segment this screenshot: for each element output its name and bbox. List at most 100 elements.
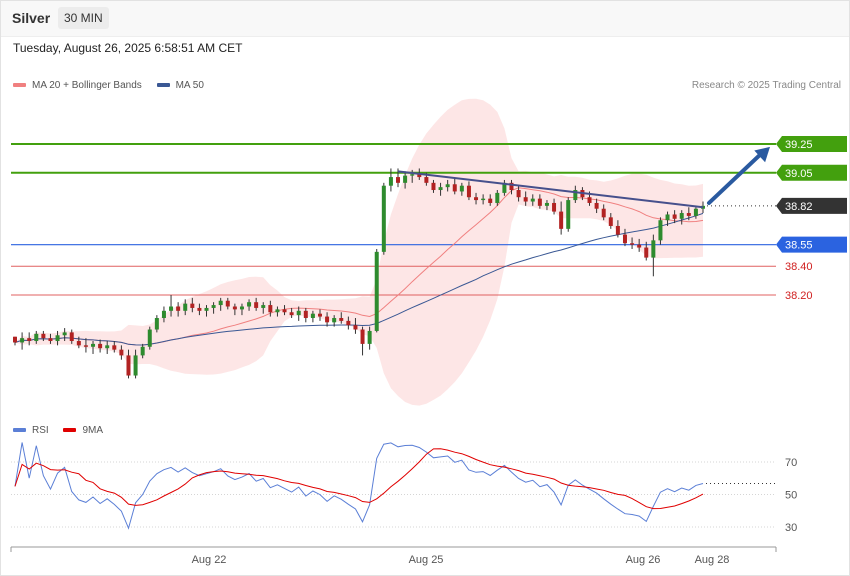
candle-body bbox=[69, 332, 74, 342]
candle-body bbox=[410, 174, 415, 176]
candle-body bbox=[601, 208, 606, 218]
candle-body bbox=[161, 310, 166, 319]
level-tag-38.82 bbox=[776, 197, 847, 214]
legend-item-rsi: RSI bbox=[13, 425, 49, 436]
rsi-ma-line bbox=[14, 448, 704, 510]
candle-body bbox=[169, 306, 174, 311]
candle-body bbox=[310, 313, 315, 319]
candle-body bbox=[204, 307, 209, 311]
candle-body bbox=[509, 182, 514, 191]
candle-body bbox=[13, 336, 17, 343]
legend-label-9ma: 9MA bbox=[82, 425, 104, 436]
forecast-arrow-shaft bbox=[707, 151, 763, 205]
candle-body bbox=[339, 318, 344, 321]
level-label-39.05: 39.05 bbox=[785, 168, 813, 180]
level-labels: 39.25 39.05 38.82 38.55 38.40 38.20 bbox=[776, 136, 847, 302]
candle-body bbox=[587, 197, 592, 203]
bollinger-bands bbox=[15, 98, 703, 406]
candle-body bbox=[637, 244, 642, 248]
candle-body bbox=[98, 343, 103, 349]
rsi-line bbox=[14, 442, 704, 530]
candle-body bbox=[360, 329, 365, 344]
rsi-swatch bbox=[13, 428, 26, 433]
candle-body bbox=[303, 310, 308, 319]
candle-body bbox=[27, 338, 32, 342]
candle-body bbox=[147, 329, 152, 347]
candle-body bbox=[112, 345, 117, 350]
level-lines bbox=[11, 143, 776, 296]
candle-body bbox=[559, 211, 564, 229]
level-tag-39.05 bbox=[776, 164, 847, 181]
candle-body bbox=[523, 197, 528, 202]
copyright-text: Research © 2025 Trading Central bbox=[691, 80, 841, 91]
candle-body bbox=[651, 240, 656, 258]
candle-body bbox=[62, 332, 67, 336]
candle-body bbox=[502, 182, 507, 193]
candle-body bbox=[388, 177, 393, 186]
candle-body bbox=[679, 213, 684, 219]
candle-body bbox=[686, 213, 691, 216]
chart-datetime: Tuesday, August 26, 2025 6:58:51 AM CET bbox=[13, 41, 243, 55]
x-tick-label-aug-25: Aug 25 bbox=[409, 554, 444, 566]
candle-body bbox=[544, 202, 549, 206]
candle-body bbox=[83, 345, 88, 347]
legend-label-ma50: MA 50 bbox=[175, 80, 204, 91]
candle-body bbox=[211, 305, 216, 308]
candle-body bbox=[133, 355, 138, 376]
candle-body bbox=[466, 185, 471, 198]
candle-body bbox=[594, 202, 599, 209]
level-tag-39.25 bbox=[776, 136, 847, 152]
time-axis: Aug 22 Aug 25 Aug 26 Aug 28 bbox=[10, 546, 777, 566]
candle-body bbox=[41, 333, 46, 339]
candle-body bbox=[176, 306, 181, 311]
legend-label-ma20: MA 20 + Bollinger Bands bbox=[32, 80, 142, 91]
candle-body bbox=[658, 220, 663, 241]
forecast-arrow-head bbox=[754, 146, 770, 163]
chart-header: Silver 30 MIN bbox=[0, 0, 850, 37]
ma20-swatch bbox=[13, 83, 26, 88]
candle-body bbox=[495, 192, 500, 203]
candle-body bbox=[374, 251, 379, 331]
candle-body bbox=[459, 185, 464, 192]
main-legend: MA 20 + Bollinger Bands MA 50 bbox=[13, 80, 216, 91]
level-label-38.55: 38.55 bbox=[785, 240, 813, 252]
rsi-tick-70: 70 bbox=[785, 457, 797, 469]
candle-body bbox=[190, 303, 195, 308]
candle-body bbox=[34, 333, 39, 342]
candle-body bbox=[225, 300, 230, 307]
candle-body bbox=[325, 316, 330, 323]
candle-body bbox=[197, 307, 202, 311]
rsi-ma-swatch bbox=[63, 428, 77, 433]
candle-body bbox=[403, 175, 408, 183]
candle-body bbox=[417, 174, 422, 178]
level-label-39.25: 39.25 bbox=[785, 139, 813, 151]
bollinger-band-fill bbox=[15, 98, 703, 406]
candle-body bbox=[76, 341, 81, 346]
candle-body bbox=[247, 302, 252, 307]
candle-body bbox=[119, 349, 124, 356]
candle-body bbox=[296, 310, 301, 316]
candle-body bbox=[644, 247, 649, 258]
trend-annotations bbox=[397, 146, 770, 209]
candle-body bbox=[183, 303, 188, 311]
candle-body bbox=[254, 302, 259, 308]
candle-body bbox=[289, 312, 294, 316]
instrument-name: Silver bbox=[12, 10, 51, 26]
rsi-legend: RSI 9MA bbox=[13, 425, 115, 436]
legend-label-rsi: RSI bbox=[32, 425, 49, 436]
candle-body bbox=[261, 305, 266, 308]
ma50-swatch bbox=[156, 83, 170, 88]
candle-body bbox=[105, 345, 110, 349]
candle-body bbox=[608, 217, 613, 226]
candle-body bbox=[55, 335, 60, 342]
candle-body bbox=[481, 198, 486, 201]
candle-body bbox=[91, 343, 96, 347]
candle-body bbox=[126, 355, 131, 376]
candle-body bbox=[218, 300, 223, 306]
candle-body bbox=[552, 202, 557, 212]
timeframe-badge[interactable]: 30 MIN bbox=[58, 7, 109, 29]
level-tag-38.55 bbox=[776, 236, 847, 253]
level-label-38.82: 38.82 bbox=[785, 201, 813, 213]
candle-body bbox=[282, 309, 287, 313]
